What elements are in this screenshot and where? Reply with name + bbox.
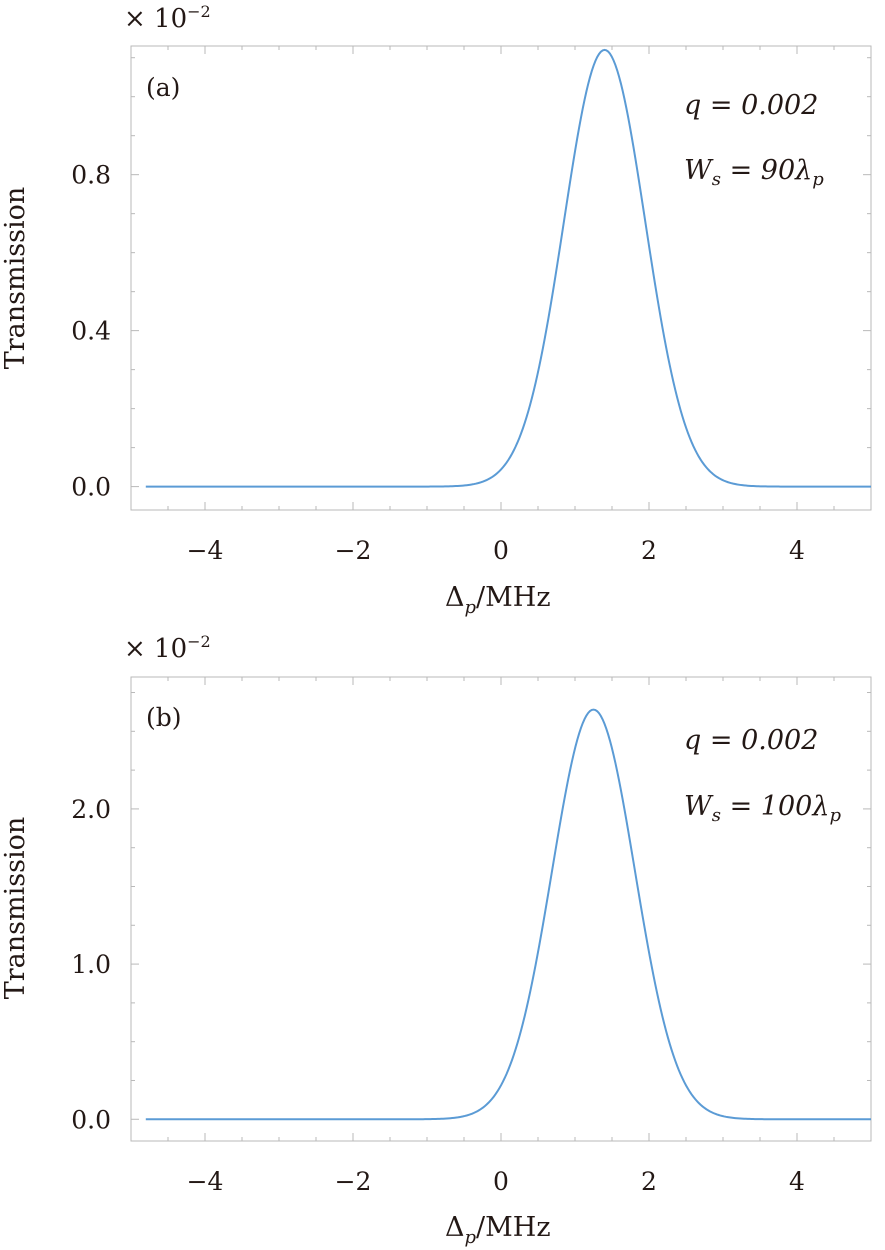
panel-b-annotation-q: q = 0.002 xyxy=(684,725,818,756)
y-tick-label: 0.0 xyxy=(71,473,111,502)
panel-b-y-tick-labels: 0.0 1.0 2.0 xyxy=(71,795,111,1134)
panel-a-series-line xyxy=(145,48,871,488)
y-tick-label: 0.4 xyxy=(71,317,111,346)
x-tick-label: 4 xyxy=(789,1167,805,1196)
x-tick-label: −2 xyxy=(335,536,372,565)
panel-b-label: (b) xyxy=(146,703,182,732)
panel-b-ticks xyxy=(130,677,872,1141)
panel-a-annotation-ws: Ws = 90λp xyxy=(684,155,824,190)
x-tick-label: 0 xyxy=(493,1167,509,1196)
x-tick-label: −2 xyxy=(335,1167,372,1196)
panel-b-series-line xyxy=(145,708,871,1121)
panel-b-scale-label: × 10−2 xyxy=(124,632,211,664)
panel-a-x-axis-title: Δp/MHz xyxy=(445,582,551,618)
x-tick-label: 0 xyxy=(493,536,509,565)
panel-b-annotation-ws: Ws = 100λp xyxy=(684,791,841,826)
panel-a-scale-label: × 10−2 xyxy=(124,2,211,34)
panel-b-y-axis-title: Transmission xyxy=(0,817,31,1000)
x-tick-label: 2 xyxy=(641,1167,657,1196)
x-tick-label: 4 xyxy=(789,536,805,565)
x-tick-label: −4 xyxy=(187,1167,224,1196)
panel-b-x-axis-title: Δp/MHz xyxy=(445,1212,551,1248)
y-tick-label: 1.0 xyxy=(71,950,111,979)
panel-a-x-tick-labels: −4 −2 0 2 4 xyxy=(187,536,805,565)
panel-a-annotation-q: q = 0.002 xyxy=(684,90,818,121)
y-tick-label: 0.8 xyxy=(71,161,111,190)
panel-a: × 10−2 (a) q = 0.002 Ws = 90λp −4 −2 0 2 4 0… xyxy=(0,2,872,618)
panel-b: × 10−2 (b) q = 0.002 Ws = 100λp −4 −2 0 2 4 … xyxy=(0,632,872,1248)
x-tick-label: 2 xyxy=(641,536,657,565)
panel-b-x-tick-labels: −4 −2 0 2 4 xyxy=(187,1167,805,1196)
x-tick-label: −4 xyxy=(187,536,224,565)
panel-a-y-axis-title: Transmission xyxy=(0,187,31,370)
panel-a-label: (a) xyxy=(146,73,180,102)
panel-a-y-tick-labels: 0.0 0.4 0.8 xyxy=(71,161,111,502)
y-tick-label: 0.0 xyxy=(71,1105,111,1134)
y-tick-label: 2.0 xyxy=(71,795,111,824)
panel-a-ticks xyxy=(130,46,872,510)
